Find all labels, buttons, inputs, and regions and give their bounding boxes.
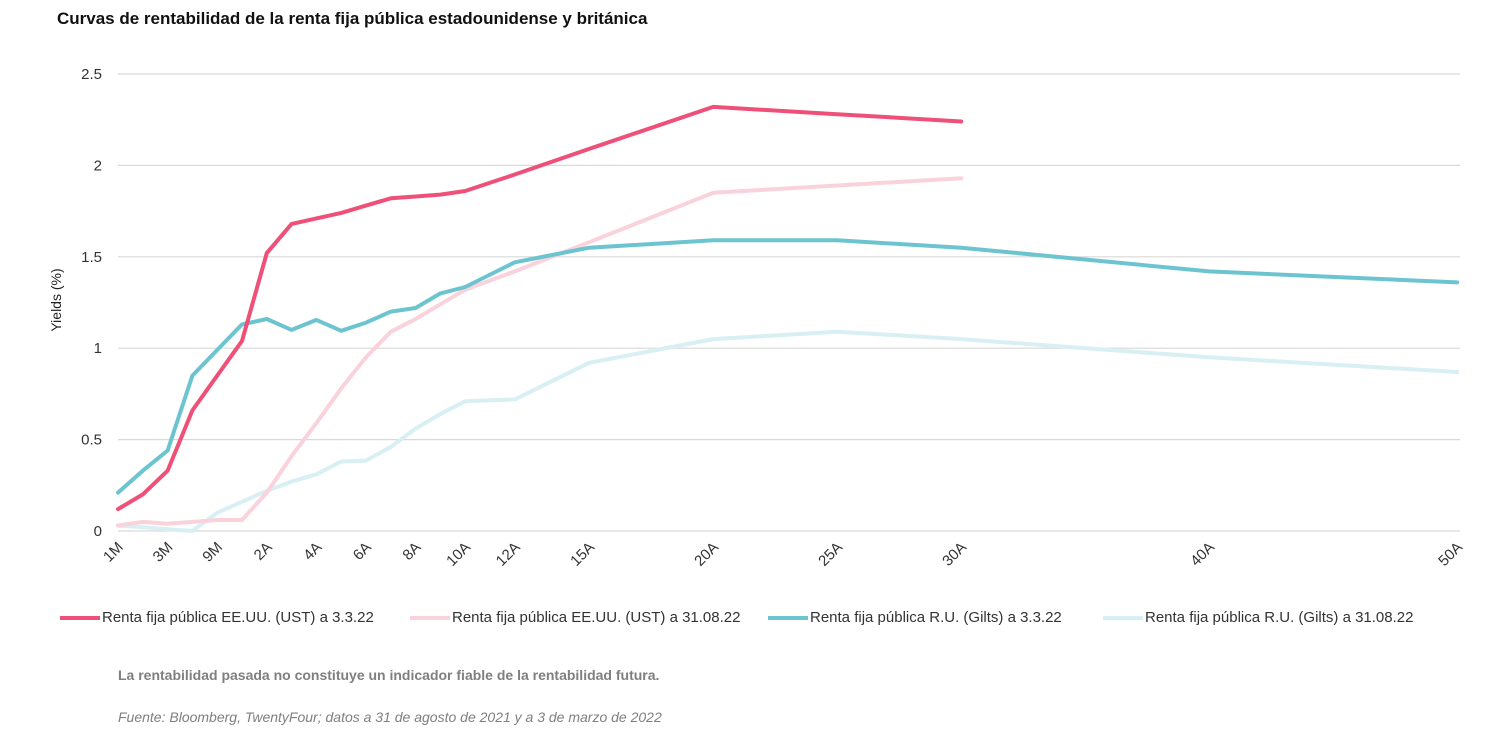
legend-label: Renta fija pública EE.UU. (UST) a 3.3.22	[102, 609, 374, 626]
x-tick-label: 2A	[251, 539, 276, 564]
x-tick-label: 6A	[350, 539, 375, 564]
x-tick-label: 25A	[815, 539, 846, 570]
y-tick-label: 2	[94, 157, 102, 174]
disclaimer-note: La rentabilidad pasada no constituye un …	[118, 667, 660, 683]
legend-label: Renta fija pública EE.UU. (UST) a 31.08.…	[452, 609, 741, 626]
series-line-1	[116, 104, 964, 512]
legend-item: Renta fija pública R.U. (Gilts) a 3.3.22	[768, 609, 1103, 626]
legend-label: Renta fija pública R.U. (Gilts) a 31.08.…	[1145, 609, 1414, 626]
y-tick-label: 1.5	[81, 249, 102, 266]
y-tick-label: 1	[94, 340, 102, 357]
x-tick-label: 40A	[1187, 539, 1218, 570]
series-line-2	[116, 176, 964, 528]
x-tick-label: 9M	[199, 539, 226, 566]
legend-item: Renta fija pública EE.UU. (UST) a 31.08.…	[410, 609, 770, 626]
x-tick-label: 4A	[300, 539, 325, 564]
series-line-4	[116, 329, 1460, 533]
legend-swatch	[1103, 615, 1143, 620]
x-tick-label: 10A	[443, 539, 474, 570]
x-tick-label: 20A	[691, 539, 722, 570]
y-tick-label: 2.5	[81, 66, 102, 83]
legend-swatch	[60, 615, 100, 620]
source-note: Fuente: Bloomberg, TwentyFour; datos a 3…	[118, 709, 662, 725]
x-tick-label: 3M	[150, 539, 177, 566]
legend-item: Renta fija pública R.U. (Gilts) a 31.08.…	[1103, 609, 1413, 626]
y-tick-label: 0	[94, 523, 102, 540]
legend-item: Renta fija pública EE.UU. (UST) a 3.3.22	[60, 609, 420, 626]
x-tick-label: 12A	[493, 539, 524, 570]
x-tick-label: 15A	[567, 539, 598, 570]
legend-swatch	[768, 615, 808, 620]
legend-label: Renta fija pública R.U. (Gilts) a 3.3.22	[810, 609, 1062, 626]
x-tick-label: 50A	[1435, 539, 1466, 570]
x-tick-label: 8A	[399, 539, 424, 564]
x-tick-label: 1M	[100, 539, 127, 566]
y-axis-label: Yields (%)	[48, 268, 64, 331]
chart-title: Curvas de rentabilidad de la renta fija …	[57, 9, 648, 28]
series-line-3	[116, 238, 1460, 495]
x-tick-label: 30A	[939, 539, 970, 570]
legend: Renta fija pública EE.UU. (UST) a 3.3.22…	[60, 609, 1413, 626]
legend-swatch	[410, 615, 450, 620]
y-tick-label: 0.5	[81, 432, 102, 449]
